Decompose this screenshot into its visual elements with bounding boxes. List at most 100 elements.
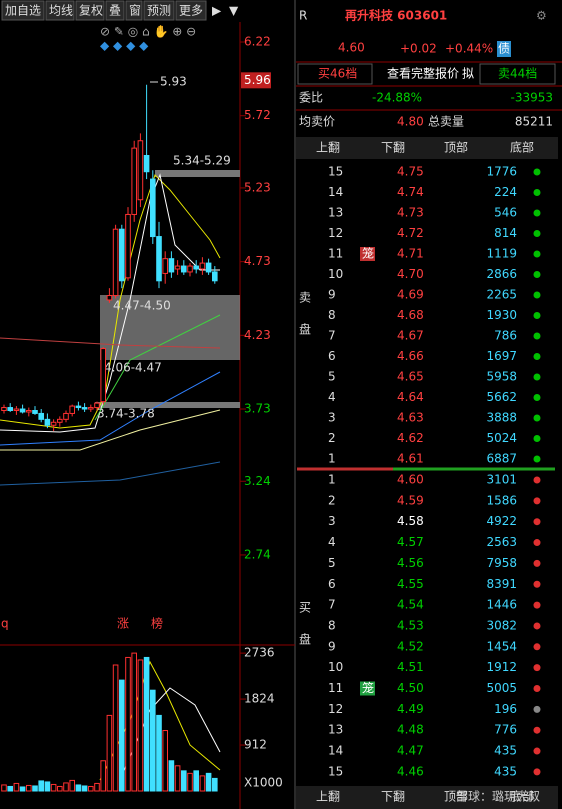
toolbar-arrow[interactable]: ▶ bbox=[212, 4, 222, 18]
volume-bar bbox=[119, 679, 125, 792]
level: 8 bbox=[328, 308, 336, 322]
nav-button[interactable]: 下翻 bbox=[381, 141, 405, 155]
price: 4.59 bbox=[397, 493, 424, 507]
full-quote[interactable]: 查看完整报价 bbox=[387, 66, 459, 81]
toolbar-label[interactable]: 加自选 bbox=[5, 4, 41, 18]
button[interactable] bbox=[479, 63, 556, 85]
volume-bar bbox=[174, 765, 181, 792]
toolbar-button[interactable] bbox=[75, 0, 105, 21]
toolbar-button[interactable] bbox=[1, 0, 45, 21]
toolbar-label[interactable]: 叠 bbox=[109, 4, 121, 18]
status-dot bbox=[533, 539, 541, 547]
price: 4.53 bbox=[397, 618, 424, 632]
candle-body bbox=[32, 410, 38, 414]
volume-bar bbox=[69, 779, 76, 792]
volume-bar bbox=[44, 781, 51, 792]
price-tick-label: 4.73 bbox=[244, 254, 271, 268]
ma-line bbox=[0, 461, 221, 486]
volume: 6887 bbox=[486, 452, 517, 466]
price: 4.47 bbox=[397, 744, 424, 758]
tool-icons[interactable]: ◆ ◆ ◆ ◆ bbox=[100, 39, 149, 53]
toolbar-button[interactable] bbox=[105, 0, 125, 21]
toolbar-button[interactable] bbox=[125, 0, 143, 21]
toolbar-label[interactable]: 预测 bbox=[147, 4, 171, 18]
price: 4.56 bbox=[397, 556, 424, 570]
level: 2 bbox=[328, 431, 336, 445]
buy-levels[interactable]: 买46档 bbox=[318, 67, 357, 81]
price: 4.52 bbox=[397, 639, 424, 653]
status-dot bbox=[533, 250, 541, 258]
candle-body bbox=[156, 236, 162, 282]
sell-levels[interactable]: 卖44档 bbox=[498, 67, 537, 81]
nav-button[interactable]: 顶部 bbox=[444, 140, 468, 155]
level: 12 bbox=[328, 226, 343, 240]
toolbar-arrow[interactable]: ▼ bbox=[229, 4, 239, 18]
status-dot bbox=[533, 373, 541, 381]
toolbar-label[interactable]: 窗 bbox=[129, 4, 141, 18]
status-dot bbox=[533, 332, 541, 340]
status-dot bbox=[533, 435, 541, 442]
price: 4.55 bbox=[397, 577, 424, 591]
nav-button[interactable]: 顶部 bbox=[444, 789, 468, 804]
price: 4.72 bbox=[397, 226, 424, 240]
total-sell: 85211 bbox=[515, 115, 553, 129]
volume-bar bbox=[106, 714, 113, 792]
bond-badge[interactable] bbox=[497, 41, 511, 57]
candle-body bbox=[100, 348, 107, 403]
candle-body bbox=[26, 410, 32, 413]
market: R bbox=[299, 9, 307, 23]
status-dot bbox=[533, 601, 541, 609]
volume-bar bbox=[162, 730, 168, 792]
annotation: 4.47-4.50 bbox=[113, 299, 171, 313]
volume-bar bbox=[88, 785, 94, 792]
level: 14 bbox=[328, 185, 343, 199]
bond[interactable]: 债 bbox=[498, 42, 510, 56]
level: 2 bbox=[328, 493, 336, 507]
price: 4.57 bbox=[397, 535, 424, 549]
volume: 435 bbox=[494, 764, 517, 778]
nav-button[interactable]: 底部 bbox=[510, 789, 534, 804]
toolbar-label[interactable]: 更多 bbox=[179, 4, 203, 18]
button[interactable] bbox=[297, 63, 373, 85]
toolbar-button[interactable] bbox=[175, 0, 207, 21]
candle-body bbox=[174, 265, 181, 270]
nav-button[interactable]: 底部 bbox=[510, 140, 534, 155]
volume-bar bbox=[150, 689, 156, 792]
price: 4.67 bbox=[397, 329, 424, 343]
volume: 5958 bbox=[486, 370, 517, 384]
level: 11 bbox=[328, 247, 343, 261]
volume-bar bbox=[50, 783, 57, 792]
badge: 笼 bbox=[362, 246, 374, 261]
side-label: 盘 bbox=[299, 322, 311, 337]
gap-band bbox=[155, 170, 240, 177]
toolbar-button[interactable] bbox=[143, 0, 175, 21]
toolbar-button[interactable] bbox=[45, 0, 75, 21]
volume-bar bbox=[168, 760, 175, 792]
candle-body bbox=[112, 228, 119, 297]
draft[interactable]: 拟 bbox=[462, 67, 474, 81]
nav-button[interactable]: 下翻 bbox=[381, 790, 405, 804]
candle-body bbox=[13, 408, 20, 412]
status-dot bbox=[533, 559, 541, 567]
price: 4.49 bbox=[397, 702, 424, 716]
ratio-diff: -33953 bbox=[510, 91, 553, 105]
toolbar-label[interactable]: 均线 bbox=[49, 4, 73, 18]
gap-band bbox=[95, 402, 240, 408]
annotation: 5.93 bbox=[160, 75, 187, 89]
tool-icons[interactable]: ⊘ ✎ ◎ ⌂ ✋ ⊕ ⊖ bbox=[100, 25, 196, 39]
toolbar-label[interactable]: 复权 bbox=[79, 4, 103, 18]
candle-body bbox=[150, 178, 156, 238]
cursor-price: 5.96 bbox=[244, 73, 271, 87]
change-pct: +0.44% bbox=[445, 42, 493, 56]
status-dot bbox=[533, 209, 541, 217]
status-dot bbox=[533, 685, 541, 692]
level: 4 bbox=[328, 535, 336, 549]
nav-button[interactable]: 上翻 bbox=[316, 790, 340, 804]
candle-body bbox=[137, 140, 144, 201]
level: 1 bbox=[328, 452, 336, 466]
nav-button[interactable]: 上翻 bbox=[316, 141, 340, 155]
volume: 196 bbox=[494, 702, 517, 716]
settings[interactable]: ⚙ bbox=[536, 9, 547, 23]
